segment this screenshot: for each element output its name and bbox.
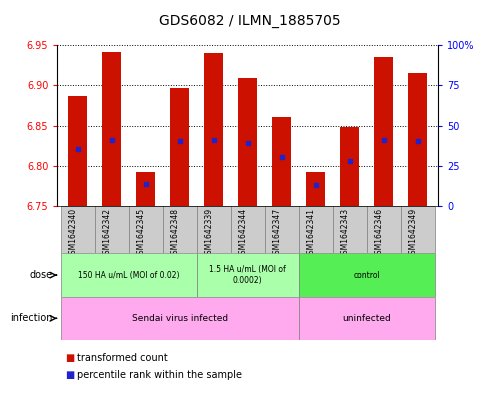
Bar xyxy=(95,206,129,253)
Bar xyxy=(299,206,333,253)
Text: GSM1642342: GSM1642342 xyxy=(103,208,112,259)
Text: GSM1642343: GSM1642343 xyxy=(341,208,350,259)
Bar xyxy=(299,253,435,297)
Bar xyxy=(265,206,299,253)
Text: percentile rank within the sample: percentile rank within the sample xyxy=(77,370,243,380)
Text: GSM1642349: GSM1642349 xyxy=(409,208,418,259)
Text: GSM1642346: GSM1642346 xyxy=(375,208,384,259)
Bar xyxy=(401,206,435,253)
Text: infection: infection xyxy=(10,313,52,323)
Bar xyxy=(171,88,189,206)
Bar xyxy=(333,206,367,253)
Bar xyxy=(367,206,401,253)
Text: control: control xyxy=(353,271,380,279)
Text: ■: ■ xyxy=(65,353,74,363)
Bar xyxy=(102,51,121,206)
Bar xyxy=(136,172,155,206)
Bar xyxy=(306,172,325,206)
Bar xyxy=(299,297,435,340)
Bar xyxy=(408,73,427,206)
Text: transformed count: transformed count xyxy=(77,353,168,363)
Bar xyxy=(129,206,163,253)
Text: 150 HA u/mL (MOI of 0.02): 150 HA u/mL (MOI of 0.02) xyxy=(78,271,180,279)
Bar xyxy=(374,57,393,206)
Bar xyxy=(163,206,197,253)
Text: GDS6082 / ILMN_1885705: GDS6082 / ILMN_1885705 xyxy=(159,13,340,28)
Text: GSM1642348: GSM1642348 xyxy=(171,208,180,259)
Bar xyxy=(68,96,87,206)
Bar xyxy=(61,206,95,253)
Text: Sendai virus infected: Sendai virus infected xyxy=(132,314,228,323)
Bar xyxy=(239,78,257,206)
Text: 1.5 HA u/mL (MOI of
0.0002): 1.5 HA u/mL (MOI of 0.0002) xyxy=(210,265,286,285)
Text: dose: dose xyxy=(29,270,52,280)
Bar xyxy=(272,117,291,206)
Text: uninfected: uninfected xyxy=(342,314,391,323)
Text: GSM1642340: GSM1642340 xyxy=(69,208,78,259)
Bar xyxy=(197,206,231,253)
Text: GSM1642347: GSM1642347 xyxy=(273,208,282,259)
Bar xyxy=(205,53,223,206)
Bar xyxy=(340,127,359,206)
Bar xyxy=(61,297,299,340)
Bar xyxy=(197,253,299,297)
Text: GSM1642344: GSM1642344 xyxy=(239,208,248,259)
Text: GSM1642339: GSM1642339 xyxy=(205,208,214,259)
Text: ■: ■ xyxy=(65,370,74,380)
Bar xyxy=(231,206,265,253)
Text: GSM1642345: GSM1642345 xyxy=(137,208,146,259)
Text: GSM1642341: GSM1642341 xyxy=(307,208,316,259)
Bar xyxy=(61,253,197,297)
